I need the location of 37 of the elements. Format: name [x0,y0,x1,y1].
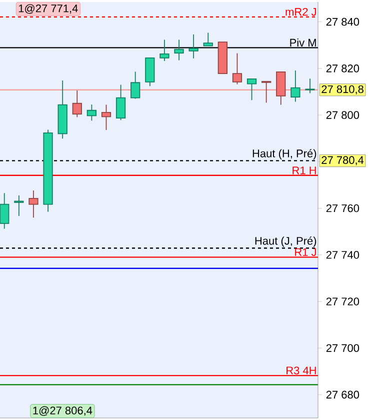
candlestick [116,84,126,121]
text: 27 810,8 [322,85,364,94]
y-tick-label: 27 820 [326,64,360,72]
y-tick-label: 27 680 [326,390,360,399]
annotation: 1@27 771,4 [18,4,78,14]
y-tick-label: 27 760 [326,204,360,212]
y-tick-label: 27 720 [326,298,360,306]
candlestick [262,81,272,104]
candlestick [145,57,155,87]
candlestick [86,104,96,122]
candlestick [0,192,10,230]
annotation: 1@27 806,4 [33,406,92,416]
candlestick [188,34,198,59]
candlestick [290,70,300,102]
candlestick [28,190,38,218]
y-tick-label: 27 700 [326,344,360,352]
ref-line-label: R3 4H [286,366,316,374]
ref-line-label: Haut (J, Pré) [255,236,316,247]
y-tick-label: 27 840 [326,18,360,26]
candlestick [14,194,24,216]
candlestick [246,78,257,101]
ref-line-label: mR2 J [286,8,316,16]
candlestick [130,71,140,100]
candlestick [232,52,242,85]
y-tick-label: 27 740 [326,250,360,259]
candlestick [72,90,82,118]
candlestick [203,32,213,46]
ref-line-label: Haut (H, Pré) [252,149,316,160]
candlestick [101,104,112,130]
candlestick [305,78,315,94]
ref-line-label: R1 J [295,248,316,256]
candlestick [174,39,184,61]
y-tick-label: 27 800 [326,111,360,119]
text: 27 780,4 [322,156,364,166]
candlestick [160,39,170,62]
ref-line-label: Piv M [290,38,316,46]
ref-line-label: R1 H [292,166,316,174]
